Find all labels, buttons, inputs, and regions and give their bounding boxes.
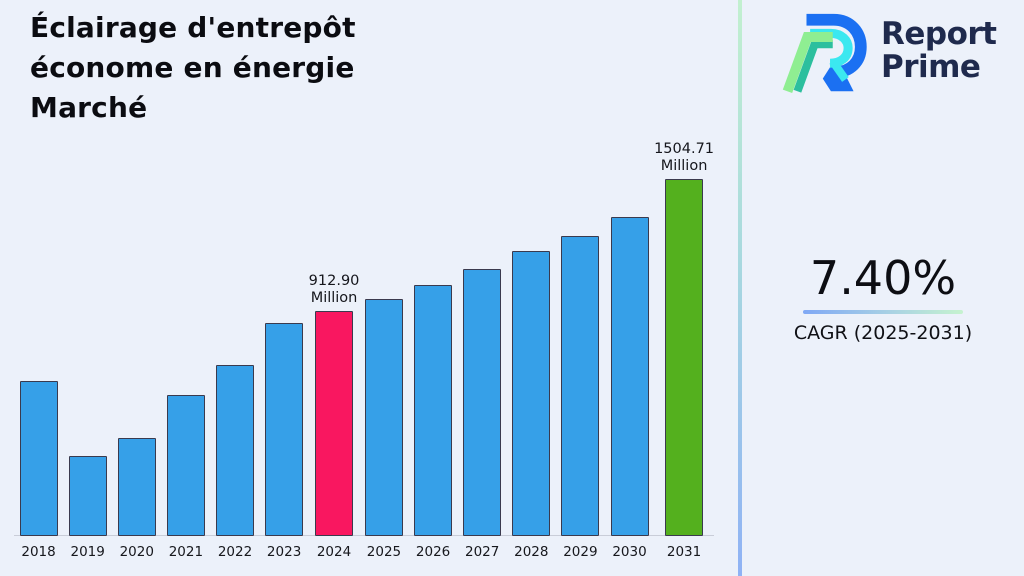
- x-axis-label-2020: 2020: [119, 544, 154, 560]
- bar-column-2018: 2018: [14, 140, 63, 560]
- bar-2030: [610, 217, 649, 536]
- x-axis-line: [14, 535, 714, 536]
- bar-column-2021: 2021: [161, 140, 210, 560]
- x-axis-label-2027: 2027: [465, 544, 500, 560]
- bar-column-2028: 2028: [507, 140, 556, 560]
- report-prime-wordmark: Report Prime: [881, 18, 997, 84]
- x-axis-label-2023: 2023: [266, 544, 302, 560]
- bar-column-2022: 2022: [210, 140, 259, 560]
- bar-2019: [68, 456, 107, 536]
- bar-value-label-2031: 1504.71 Million: [654, 141, 715, 174]
- cagr-block: 7.40% CAGR (2025-2031): [793, 252, 973, 344]
- bar-2028: [512, 251, 551, 536]
- report-prime-logo-icon: [782, 13, 867, 93]
- x-axis-label-2025: 2025: [366, 544, 402, 560]
- bar-2020: [117, 438, 156, 536]
- x-axis-label-2021: 2021: [168, 544, 204, 560]
- bar-2021: [166, 395, 205, 536]
- x-axis-label-2031: 2031: [666, 544, 702, 560]
- page-title: Éclairage d'entrepôt économe en énergie …: [30, 8, 450, 128]
- page-title-line2: économe en énergie: [30, 51, 355, 84]
- bar-column-2026: 2026: [409, 140, 458, 560]
- bar-column-2029: 2029: [556, 140, 605, 560]
- bar-column-2031: 1504.71 Million 2031: [654, 140, 714, 560]
- bar-2018: [19, 381, 58, 536]
- logo-word-report: Report: [881, 16, 997, 52]
- bar-chart: 2018 2019 2020 2021 2022 2023 912.90 Million 202…: [14, 140, 714, 560]
- cagr-value: 7.40%: [809, 251, 957, 305]
- x-axis-label-2030: 2030: [612, 544, 647, 560]
- bar-2025: [364, 299, 403, 536]
- x-axis-label-2019: 2019: [70, 544, 105, 560]
- bar-column-2020: 2020: [112, 140, 161, 560]
- bar-value-label-2024: 912.90 Million: [308, 273, 360, 306]
- x-axis-label-2029: 2029: [563, 544, 598, 560]
- bar-column-2023: 2023: [260, 140, 309, 560]
- x-axis-label-2022: 2022: [217, 544, 253, 560]
- bar-2027: [463, 269, 502, 536]
- bar-2031: [665, 179, 704, 536]
- bar-column-2024: 912.90 Million 2024: [309, 140, 360, 560]
- x-axis-label-2024: 2024: [316, 544, 352, 560]
- x-axis-label-2026: 2026: [415, 544, 451, 560]
- logo-word-prime: Prime: [881, 49, 981, 85]
- bar-column-2027: 2027: [458, 140, 507, 560]
- x-axis-label-2028: 2028: [514, 544, 549, 560]
- cagr-underline: [803, 310, 963, 314]
- report-prime-logo: Report Prime: [778, 8, 997, 94]
- bar-column-2025: 2025: [359, 140, 408, 560]
- bar-2023: [265, 323, 304, 536]
- vertical-divider: [738, 0, 742, 576]
- bar-2024: [315, 311, 354, 536]
- bar-column-2030: 2030: [605, 140, 654, 560]
- page-title-line3: Marché: [30, 91, 148, 124]
- page-title-line1: Éclairage d'entrepôt: [30, 11, 356, 44]
- bar-2026: [414, 285, 453, 536]
- x-axis-label-2018: 2018: [21, 544, 56, 560]
- cagr-label: CAGR (2025-2031): [793, 322, 973, 344]
- bar-2022: [215, 365, 254, 536]
- bar-2029: [561, 236, 600, 536]
- bar-column-2019: 2019: [63, 140, 112, 560]
